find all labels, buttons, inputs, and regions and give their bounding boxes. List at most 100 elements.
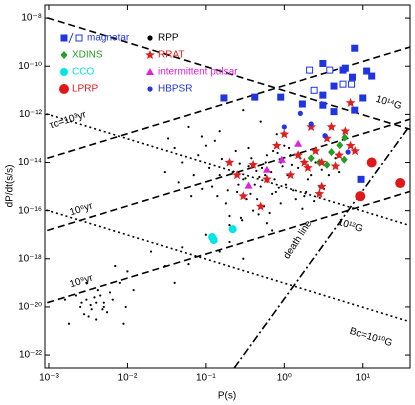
marker <box>60 34 68 42</box>
marker <box>147 35 153 41</box>
marker <box>322 133 328 139</box>
marker <box>108 291 112 294</box>
marker <box>204 233 207 236</box>
marker <box>306 66 314 74</box>
marker <box>204 144 207 147</box>
legend-label: CCO <box>72 67 94 78</box>
marker <box>95 318 98 321</box>
legend-label: intermittent pulsar <box>158 67 238 78</box>
marker <box>255 201 266 211</box>
marker <box>114 264 117 268</box>
marker <box>313 199 316 203</box>
y-tick-label: 10⁻¹² <box>19 109 43 120</box>
marker <box>279 202 282 205</box>
marker <box>283 144 286 147</box>
marker <box>200 135 203 138</box>
x-tick-label: 10⁻² <box>118 373 138 384</box>
marker <box>258 175 261 179</box>
line-label: 10¹⁴G <box>374 94 403 112</box>
marker <box>218 173 221 177</box>
marker <box>273 178 276 181</box>
marker <box>255 169 258 172</box>
marker <box>366 157 377 168</box>
marker <box>319 59 327 67</box>
marker <box>82 313 86 316</box>
marker <box>242 109 245 112</box>
marker <box>173 146 176 150</box>
marker <box>105 311 109 314</box>
marker <box>118 281 121 284</box>
marker <box>75 34 83 42</box>
marker <box>339 66 347 74</box>
marker <box>260 166 264 169</box>
marker <box>265 154 269 157</box>
line-label: death line <box>282 218 315 261</box>
points <box>63 44 406 325</box>
marker <box>173 281 176 284</box>
marker <box>294 198 297 201</box>
marker <box>228 214 231 218</box>
marker <box>287 146 291 150</box>
marker <box>319 101 327 109</box>
reference-line <box>45 112 410 227</box>
y-tick-label: 10⁻¹⁴ <box>18 157 42 168</box>
marker <box>345 140 356 150</box>
marker <box>297 110 303 116</box>
marker <box>145 50 155 59</box>
marker <box>368 72 376 80</box>
legend: magnetar RPP XDINS RRAT CCO intermittent puls… <box>59 33 238 95</box>
marker <box>277 155 286 163</box>
marker <box>251 93 259 101</box>
marker <box>187 263 190 266</box>
marker <box>60 51 68 59</box>
marker <box>190 195 193 198</box>
marker <box>272 149 275 153</box>
marker <box>294 139 303 147</box>
marker <box>197 154 200 157</box>
reference-line <box>233 124 410 368</box>
marker <box>292 189 295 192</box>
marker <box>85 281 88 284</box>
marker <box>310 173 313 177</box>
marker <box>250 157 253 160</box>
marker <box>293 150 303 160</box>
marker <box>122 322 125 325</box>
marker <box>244 177 247 180</box>
legend-label: RPP <box>158 33 179 44</box>
marker <box>334 150 344 160</box>
marker <box>192 173 195 177</box>
marker <box>308 121 314 127</box>
marker <box>146 68 154 75</box>
line-label: 10⁹yr <box>68 272 95 290</box>
marker <box>314 161 317 164</box>
marker <box>234 149 237 153</box>
marker <box>284 183 288 186</box>
marker <box>259 120 262 123</box>
marker <box>272 140 282 150</box>
marker <box>213 139 216 142</box>
marker <box>237 183 240 186</box>
reference-line <box>45 118 410 233</box>
marker <box>187 125 190 129</box>
marker <box>147 86 153 92</box>
marker <box>351 44 359 52</box>
marker <box>303 162 313 172</box>
marker <box>285 170 296 180</box>
legend-label: RRAT <box>158 50 184 61</box>
marker <box>181 246 184 249</box>
marker <box>226 189 229 192</box>
marker <box>79 305 82 309</box>
marker <box>326 122 337 131</box>
x-tick-label: 10⁻³ <box>39 373 59 384</box>
marker <box>310 86 318 94</box>
marker <box>289 154 292 157</box>
marker <box>320 168 323 171</box>
marker <box>345 149 351 155</box>
marker <box>359 94 367 102</box>
marker <box>87 315 90 318</box>
marker <box>262 174 272 184</box>
marker <box>241 219 244 222</box>
marker <box>253 183 256 186</box>
marker <box>268 211 271 215</box>
marker <box>330 161 341 171</box>
